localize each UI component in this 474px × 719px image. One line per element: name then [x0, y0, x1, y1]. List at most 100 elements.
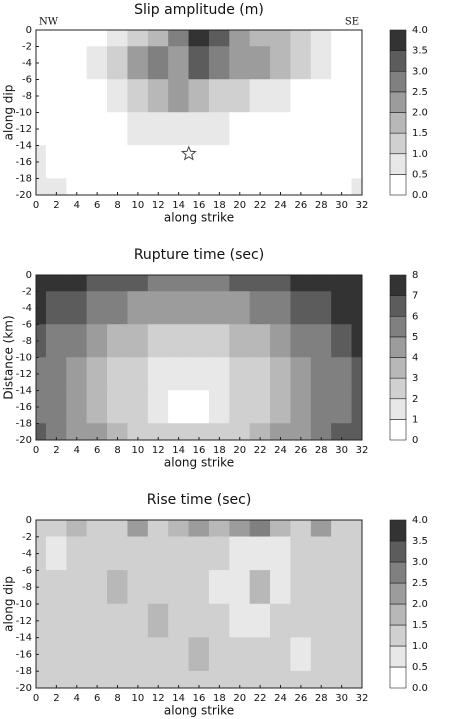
contour-cell — [310, 603, 332, 638]
contour-cell — [107, 357, 128, 391]
y-tick-label: -2 — [22, 532, 32, 543]
colorbar-band — [389, 645, 407, 668]
contour-cell — [290, 519, 312, 538]
x-tick-label: 28 — [315, 200, 328, 211]
contour-cell — [290, 145, 312, 179]
contour-cell — [168, 112, 190, 146]
colorbar-band — [389, 153, 407, 175]
contour-cell — [45, 112, 67, 146]
contour-cell — [45, 29, 67, 47]
contour-cell — [66, 519, 88, 538]
colorbar-tick-label: 8 — [412, 270, 418, 281]
y-tick-label: -16 — [16, 157, 32, 168]
contour-cell — [290, 291, 312, 325]
contour-cell — [208, 112, 230, 146]
colorbar-tick-label: 2.5 — [412, 87, 428, 98]
contour-cell — [351, 324, 363, 358]
colorbar-band — [389, 132, 407, 155]
contour-cell — [86, 79, 108, 113]
contour-cell — [270, 357, 291, 391]
contour-cell — [229, 536, 251, 571]
contour-cell — [351, 112, 363, 146]
contour-cell — [45, 390, 67, 424]
contour-cell — [66, 603, 88, 638]
contour-cell — [127, 145, 149, 179]
x-tick-label: 16 — [193, 445, 206, 456]
contour-cell — [147, 637, 169, 672]
contour-cell — [310, 46, 332, 80]
contour-cell — [86, 357, 108, 391]
contour-cell — [147, 570, 169, 605]
contour-cell — [66, 570, 88, 605]
contour-cell — [208, 291, 230, 325]
contour-cell — [127, 519, 149, 538]
contour-field — [35, 274, 363, 441]
contour-cell — [249, 519, 271, 538]
x-tick-label: 26 — [295, 200, 308, 211]
contour-cell — [229, 274, 251, 292]
contour-cell — [86, 274, 108, 292]
contour-cell — [168, 324, 190, 358]
colorbar-tick-label: 1.5 — [412, 128, 428, 139]
colorbar-band — [389, 336, 407, 358]
contour-cell — [127, 357, 149, 391]
colorbar-tick-label: 4 — [412, 353, 418, 364]
contour-cell — [188, 570, 210, 605]
x-tick-label: 0 — [33, 445, 39, 456]
x-tick-label: 30 — [335, 445, 348, 456]
contour-cell — [208, 603, 230, 638]
contour-cell — [107, 291, 128, 325]
colorbar-tick-label: 1.0 — [412, 149, 428, 160]
contour-cell — [66, 46, 88, 80]
contour-cell — [310, 274, 332, 292]
x-tick-label: 18 — [213, 200, 226, 211]
colorbar-tick-label: 2.5 — [412, 578, 428, 589]
contour-cell — [351, 46, 363, 80]
contour-cell — [35, 29, 47, 47]
y-tick-label: -12 — [16, 124, 32, 135]
contour-cell — [270, 145, 291, 179]
contour-cell — [290, 570, 312, 605]
contour-cell — [188, 46, 210, 80]
contour-cell — [270, 519, 291, 538]
contour-cell — [188, 519, 210, 538]
contour-cell — [168, 291, 190, 325]
contour-cell — [208, 390, 230, 424]
contour-cell — [249, 46, 271, 80]
x-tick-label: 0 — [33, 200, 39, 211]
contour-field — [35, 519, 363, 689]
contour-cell — [147, 29, 169, 47]
contour-cell — [66, 145, 88, 179]
contour-cell — [107, 29, 128, 47]
contour-cell — [127, 390, 149, 424]
contour-cell — [351, 423, 363, 441]
contour-cell — [229, 519, 251, 538]
contour-cell — [127, 46, 149, 80]
colorbar-tick-label: 4.0 — [412, 515, 428, 526]
contour-cell — [107, 274, 128, 292]
contour-cell — [229, 357, 251, 391]
colorbar-band — [389, 70, 407, 93]
contour-cell — [351, 291, 363, 325]
x-tick-label: 20 — [233, 200, 246, 211]
y-tick-label: 0 — [26, 515, 32, 526]
contour-cell — [86, 519, 108, 538]
contour-cell — [208, 324, 230, 358]
contour-cell — [107, 536, 128, 571]
contour-cell — [35, 670, 47, 689]
colorbar-tick-label: 0.0 — [412, 683, 428, 694]
contour-cell — [270, 274, 291, 292]
x-tick-label: 2 — [53, 445, 59, 456]
contour-cell — [290, 79, 312, 113]
y-tick-label: -8 — [22, 336, 32, 347]
chart-title: Slip amplitude (m) — [134, 2, 264, 18]
x-tick-label: 12 — [152, 445, 165, 456]
y-tick-label: -12 — [16, 616, 32, 627]
contour-cell — [310, 357, 332, 391]
contour-cell — [107, 46, 128, 80]
x-tick-label: 24 — [274, 200, 287, 211]
colorbar-tick-label: 3.0 — [412, 66, 428, 77]
contour-cell — [229, 46, 251, 80]
x-tick-label: 4 — [74, 200, 80, 211]
contour-cell — [331, 291, 353, 325]
